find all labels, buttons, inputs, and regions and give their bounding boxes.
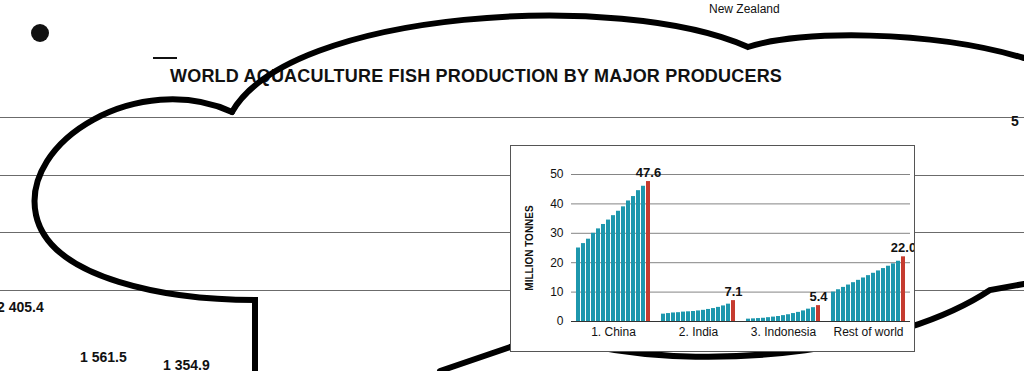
svg-text:40: 40 [550, 197, 564, 211]
svg-text:0: 0 [557, 314, 564, 328]
svg-text:MILLION TONNES: MILLION TONNES [524, 205, 535, 291]
svg-text:5.4: 5.4 [809, 289, 828, 304]
svg-text:7.1: 7.1 [724, 284, 742, 299]
svg-text:22.0: 22.0 [891, 240, 914, 255]
svg-text:10: 10 [550, 285, 564, 299]
svg-text:30: 30 [550, 226, 564, 240]
svg-text:2. India: 2. India [679, 325, 719, 339]
svg-text:Rest of world: Rest of world [833, 325, 903, 339]
svg-text:50: 50 [550, 167, 564, 181]
html-text:New Zealand: New Zealand [709, 2, 780, 16]
svg-text:1. China: 1. China [591, 325, 636, 339]
html-text:WORLD AQUACULTURE FISH PRODUCT: WORLD AQUACULTURE FISH PRODUCTION BY MAJ… [170, 66, 783, 86]
svg-text:3. Indonesia: 3. Indonesia [751, 325, 817, 339]
svg-text:47.6: 47.6 [636, 165, 661, 180]
html-text:5: 5 [1011, 113, 1019, 129]
html-text:1 561.5: 1 561.5 [80, 349, 127, 365]
svg-text:20: 20 [550, 256, 564, 270]
